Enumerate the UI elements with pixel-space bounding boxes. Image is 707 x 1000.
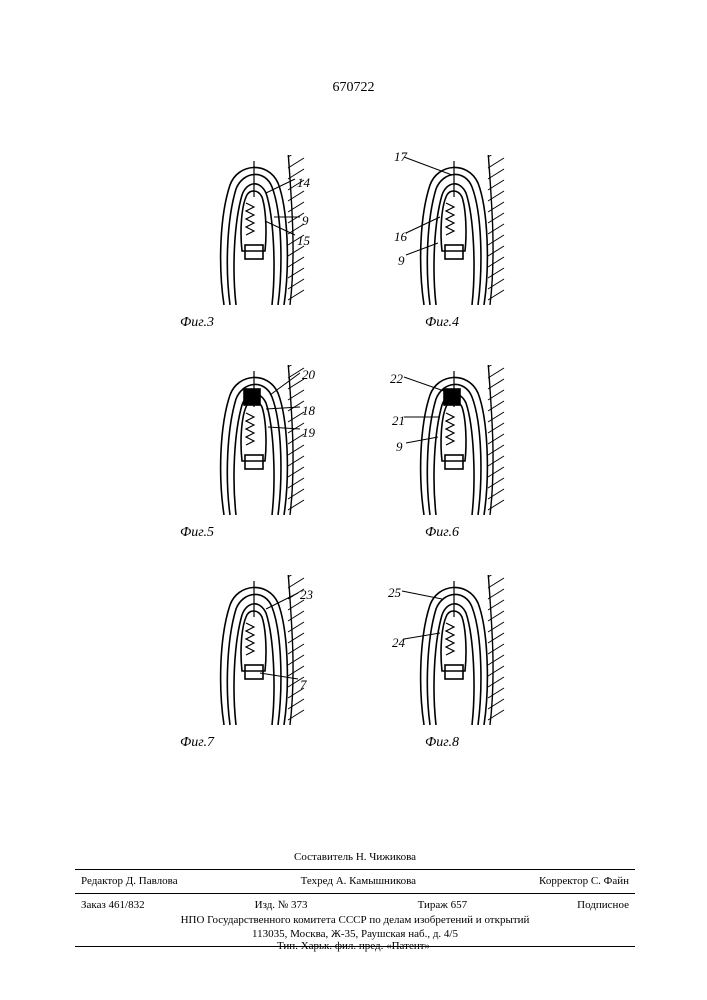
callout-leader: [370, 155, 530, 305]
figure-row2-left: 201819Фиг.5: [170, 365, 370, 565]
figure-row1-right: 17169Фиг.4: [370, 155, 570, 355]
figure-row3-right: 2524Фиг.8: [370, 575, 570, 775]
figure-caption: Фиг.7: [180, 735, 214, 751]
callout-label: 24: [392, 635, 405, 651]
figures-area: 14915Фиг.3 17169Фиг.4: [0, 155, 707, 795]
credits-row: Редактор Д. Павлова Техред А. Камышников…: [75, 874, 635, 889]
techred: Техред А. Камышникова: [301, 874, 416, 889]
figure-caption: Фиг.3: [180, 315, 214, 331]
callout-leader: [170, 155, 330, 305]
footer: Составитель Н. Чижикова Редактор Д. Павл…: [75, 850, 635, 951]
typography-line: Тип. Харьк. фил. пред. «Патент»: [0, 940, 707, 952]
callout-label: 15: [297, 233, 310, 249]
divider: [75, 893, 635, 894]
callout-label: 7: [300, 677, 307, 693]
divider: [75, 869, 635, 870]
page-number: 670722: [333, 80, 375, 96]
order: Заказ 461/832: [81, 898, 145, 913]
org-line-1: НПО Государственного комитета СССР по де…: [75, 913, 635, 928]
figure-caption: Фиг.6: [425, 525, 459, 541]
print-row: Заказ 461/832 Изд. № 373 Тираж 657 Подпи…: [75, 898, 635, 913]
compiler-line: Составитель Н. Чижикова: [75, 850, 635, 865]
callout-leader: [170, 575, 330, 725]
callout-label: 9: [396, 439, 403, 455]
tirazh: Тираж 657: [418, 898, 468, 913]
callout-leader: [370, 365, 530, 515]
izd: Изд. № 373: [255, 898, 308, 913]
callout-label: 9: [398, 253, 405, 269]
figure-caption: Фиг.8: [425, 735, 459, 751]
editor: Редактор Д. Павлова: [81, 874, 178, 889]
callout-label: 19: [302, 425, 315, 441]
figure-caption: Фиг.5: [180, 525, 214, 541]
podpis: Подписное: [577, 898, 629, 913]
figure-row3-left: 237Фиг.7: [170, 575, 370, 775]
figure-row1-left: 14915Фиг.3: [170, 155, 370, 355]
corrector: Корректор С. Файн: [539, 874, 629, 889]
figure-row2-right: 22219Фиг.6: [370, 365, 570, 565]
figure-caption: Фиг.4: [425, 315, 459, 331]
